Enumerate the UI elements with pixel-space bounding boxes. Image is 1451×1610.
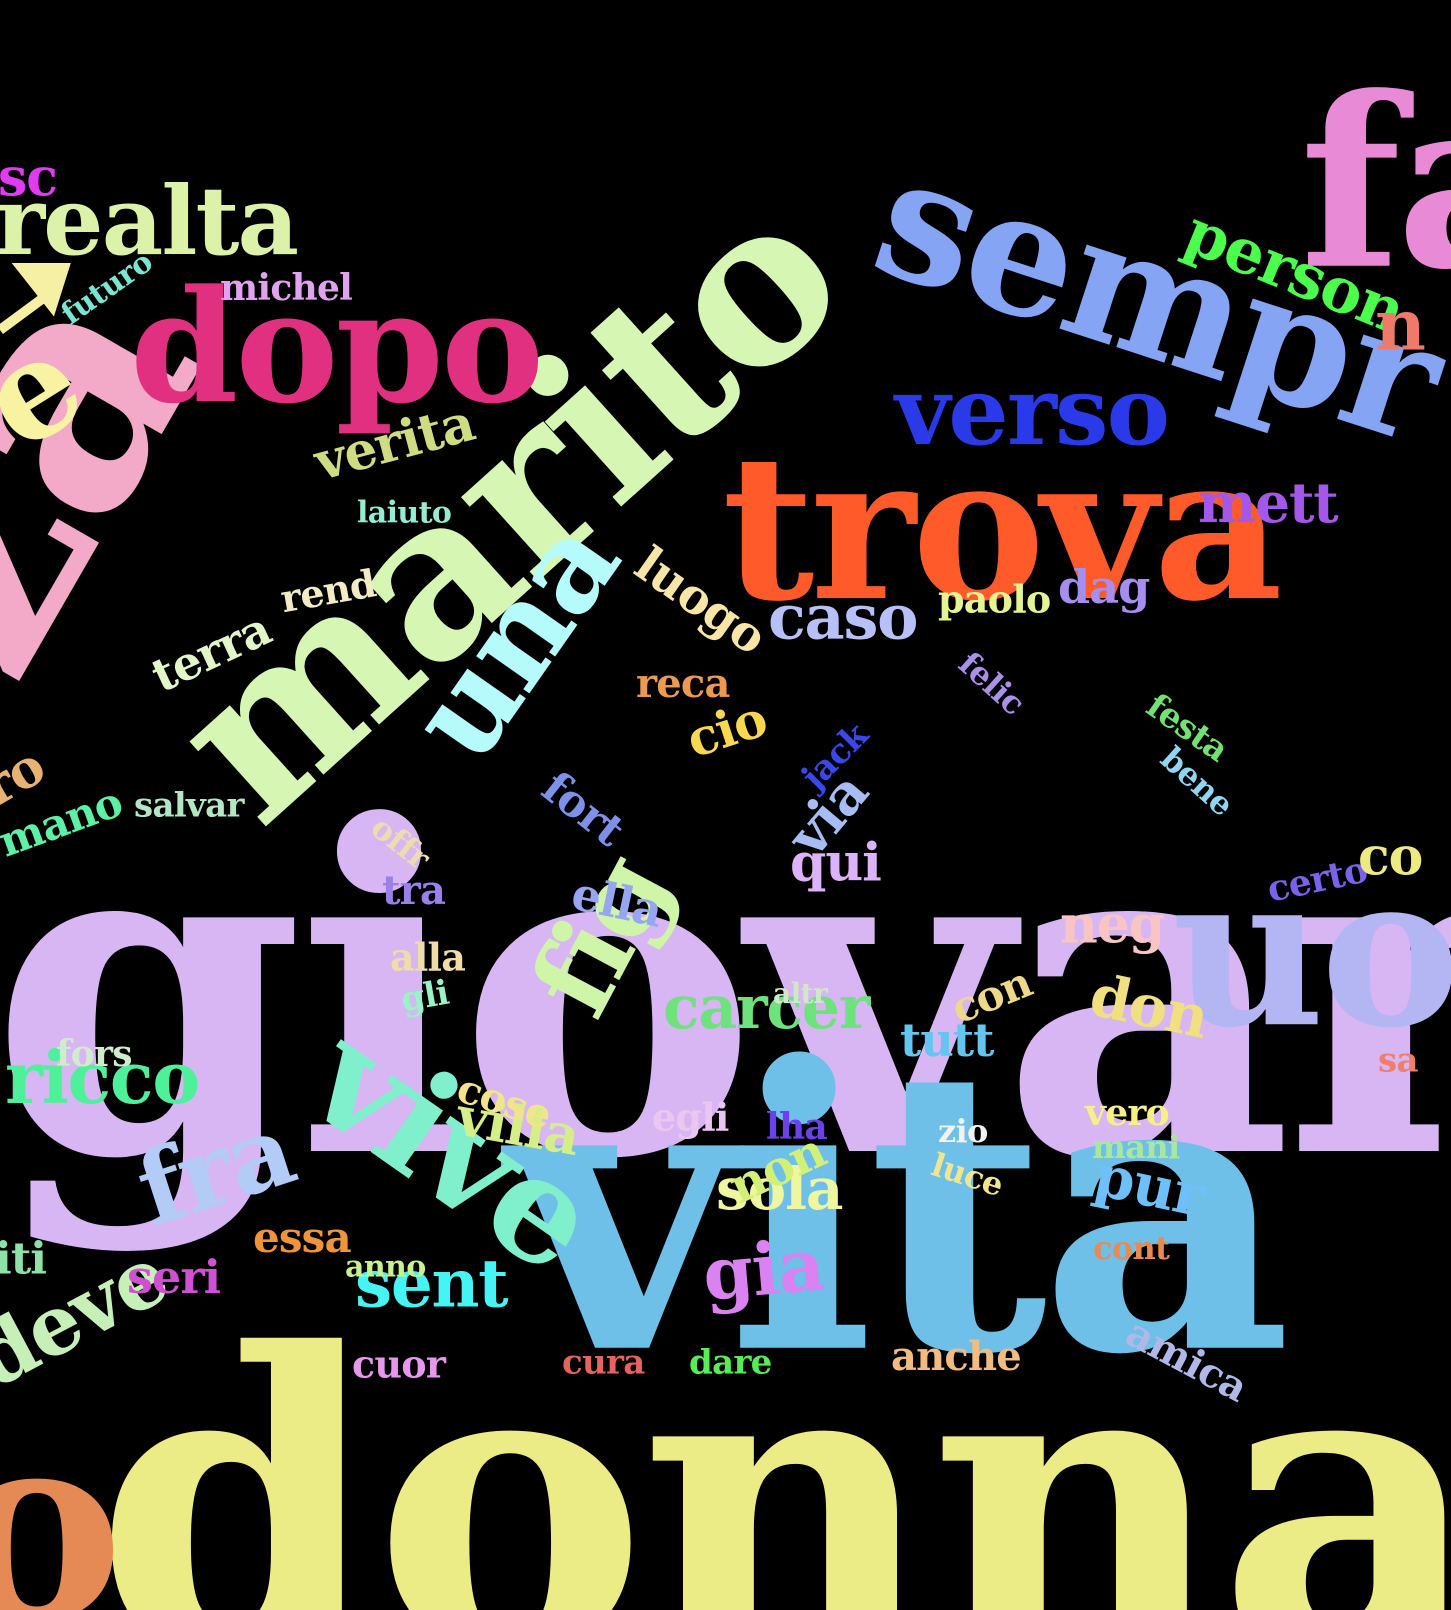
word-fors: fors	[56, 1032, 133, 1075]
word-sa: sa	[1378, 1040, 1418, 1081]
word-tutt: tutt	[900, 1013, 994, 1068]
word-reca: reca	[636, 659, 730, 707]
word-cont: cont	[1093, 1229, 1170, 1268]
word-dopo: dopo	[130, 255, 544, 439]
word-egli: egli	[652, 1094, 729, 1140]
word-donna: donna	[95, 1264, 1451, 1610]
word-tra: tra	[382, 866, 446, 914]
word-cuor: cuor	[352, 1341, 446, 1387]
word-laiuto: laiuto	[357, 495, 452, 531]
word-trova: trova	[722, 411, 1283, 646]
word-ricco: ricco	[5, 1034, 200, 1120]
word-dare: dare	[689, 1342, 772, 1383]
word-cura: cura	[562, 1342, 645, 1383]
word-dag: dag	[1058, 560, 1150, 615]
word-sc: sc	[0, 147, 58, 209]
word-qui: qui	[790, 832, 882, 894]
word-essa: essa	[253, 1213, 352, 1263]
word-anno: anno	[345, 1249, 426, 1285]
word-neg: neg	[1060, 894, 1165, 956]
word-lha: lha	[766, 1105, 828, 1148]
word-felic: felic	[951, 644, 1033, 723]
word-vero: vero	[1085, 1091, 1170, 1134]
word-seri: seri	[127, 1250, 221, 1305]
word-zio: zio	[938, 1112, 988, 1151]
word-caso: caso	[768, 580, 918, 654]
word-co-frag: co	[1358, 826, 1423, 888]
word-michel: michel	[220, 266, 353, 309]
word-uo: uo	[1172, 827, 1451, 1075]
word-gia: gia	[699, 1221, 827, 1317]
word-verso: verso	[895, 355, 1170, 467]
word-gli: gli	[397, 972, 452, 1021]
word-mani: mani	[1092, 1128, 1180, 1167]
word-salvar: salvar	[134, 785, 244, 826]
word-alla: alla	[390, 934, 466, 980]
word-realta: realta	[0, 165, 299, 277]
word-carcer: carcer	[663, 973, 870, 1044]
word-anche: anche	[891, 1332, 1022, 1380]
word-sent: sent	[355, 1244, 509, 1323]
word-giovan: giovan	[0, 729, 1451, 1258]
word-altr: altr	[773, 977, 828, 1011]
word-n-frag: n	[1375, 283, 1426, 367]
word-paolo: paolo	[938, 576, 1051, 622]
word-iti: iti	[0, 1233, 47, 1285]
word-o-bottom: o	[0, 1374, 123, 1610]
word-vita: vita	[508, 981, 1292, 1440]
word-sola: sola	[716, 1154, 843, 1223]
word-mett: mett	[1198, 470, 1339, 536]
word-fa: fa	[1300, 45, 1451, 322]
